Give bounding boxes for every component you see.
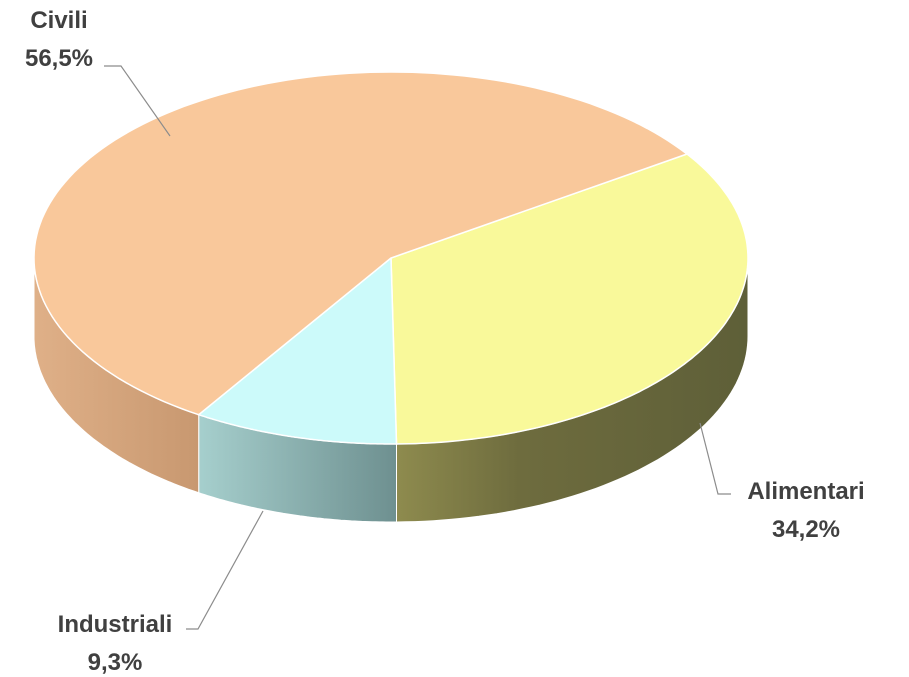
leader-line-alimentari bbox=[699, 422, 731, 495]
leader-line-industriali bbox=[186, 510, 264, 630]
label-industriali-value: 9,3% bbox=[88, 649, 143, 676]
label-civili-value: 56,5% bbox=[25, 45, 93, 72]
pie-slice-alimentari bbox=[390, 153, 749, 445]
pie-slice-civili bbox=[33, 71, 689, 416]
label-civili-name: Civili bbox=[30, 7, 87, 34]
leader-line-civili bbox=[104, 65, 171, 137]
label-industriali-name: Industriali bbox=[58, 611, 173, 638]
label-alimentari-value: 34,2% bbox=[772, 516, 840, 543]
label-alimentari-name: Alimentari bbox=[747, 478, 864, 505]
pie-slice-industriali bbox=[197, 256, 398, 445]
